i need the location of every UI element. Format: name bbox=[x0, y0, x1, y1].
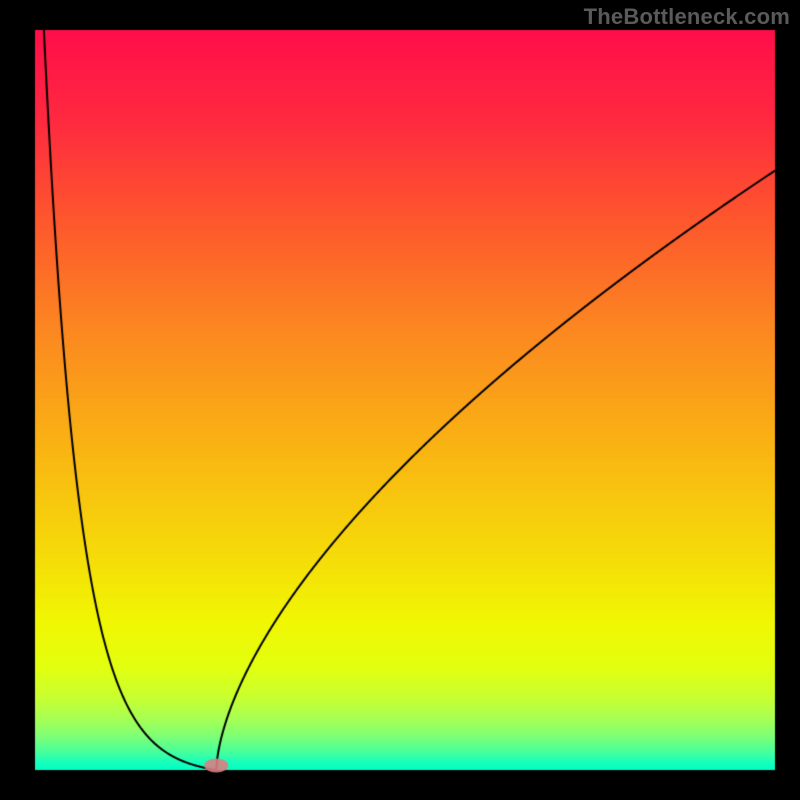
bottleneck-curve-chart bbox=[0, 0, 800, 800]
watermark-text: TheBottleneck.com bbox=[584, 4, 790, 30]
chart-container: TheBottleneck.com bbox=[0, 0, 800, 800]
